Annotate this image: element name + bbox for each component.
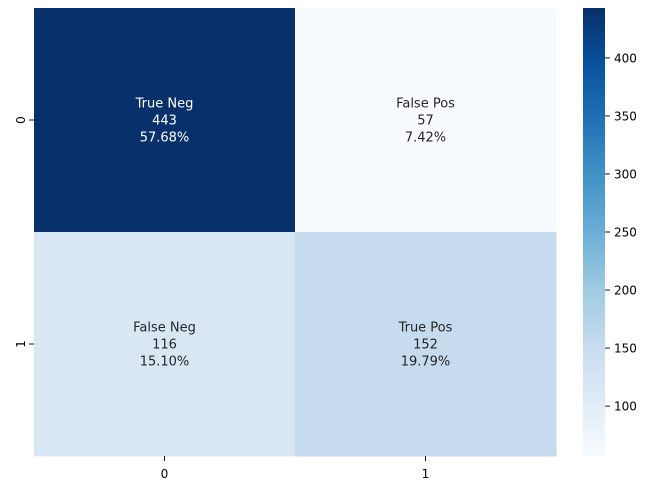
cell-label-1-1-line-1: 152: [413, 338, 438, 353]
y-tick-label-0: 0: [14, 116, 28, 124]
heatmap-cell-1-0: [34, 232, 296, 457]
cell-labels: True Neg 443 57.68% False Pos 57 7.42% False N…: [133, 97, 455, 370]
colorbar-tick-label-5: 350: [614, 109, 637, 123]
heatmap-cell-1-1: [295, 232, 557, 457]
cell-label-0-0-line-0: True Neg: [135, 97, 194, 112]
cell-label-1-0-line-2: 15.10%: [140, 355, 190, 370]
cell-label-0-0-line-2: 57.68%: [140, 131, 190, 146]
cell-label-1-0-line-0: False Neg: [133, 321, 196, 336]
colorbar-tick-label-1: 150: [614, 342, 637, 356]
colorbar-gradient: [583, 8, 605, 456]
colorbar-tick-label-2: 200: [614, 284, 637, 298]
colorbar-tick-label-4: 300: [614, 167, 637, 181]
cell-label-0-0-line-1: 443: [152, 114, 177, 129]
y-tick-label-1: 1: [14, 340, 28, 348]
cell-label-0-1-line-1: 57: [417, 114, 434, 129]
x-tick-label-1: 1: [422, 467, 430, 481]
cell-label-1-1-line-0: True Pos: [398, 321, 453, 336]
cell-label-0-1-line-0: False Pos: [396, 97, 455, 112]
colorbar-tick-label-3: 250: [614, 226, 637, 240]
cell-label-1-0-line-1: 116: [152, 338, 177, 353]
y-axis: 01: [14, 116, 34, 348]
heatmap-cell-0-0: [34, 8, 296, 233]
cell-label-0-1-line-2: 7.42%: [405, 131, 446, 146]
x-tick-label-0: 0: [161, 467, 169, 481]
colorbar: 100 150 200 250 300 350 400: [583, 8, 637, 456]
cell-label-1-1-line-2: 19.79%: [401, 355, 451, 370]
heatmap-cells: [34, 8, 557, 457]
heatmap-cell-0-1: [295, 8, 557, 233]
colorbar-tick-label-6: 400: [614, 51, 637, 65]
colorbar-tick-label-0: 100: [614, 400, 637, 414]
